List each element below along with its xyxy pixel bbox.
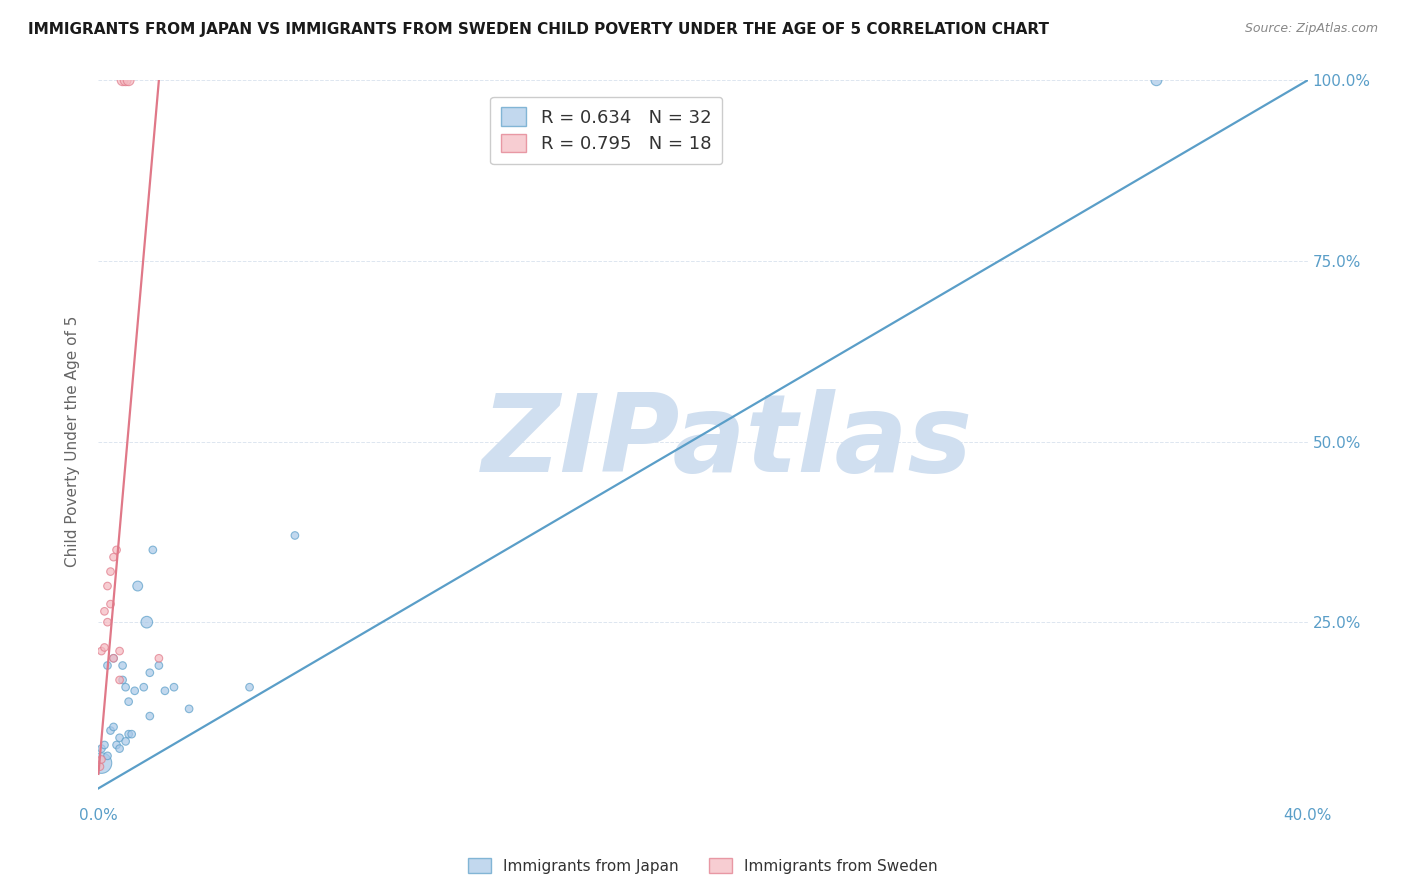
Point bbox=[90, 644, 112, 658]
Point bbox=[139, 709, 162, 723]
Point bbox=[114, 680, 136, 694]
Point bbox=[108, 741, 131, 756]
Point bbox=[111, 673, 134, 687]
Point bbox=[90, 752, 112, 766]
Point bbox=[90, 756, 112, 770]
Point bbox=[103, 651, 125, 665]
Point bbox=[114, 73, 136, 87]
Text: Source: ZipAtlas.com: Source: ZipAtlas.com bbox=[1244, 22, 1378, 36]
Point bbox=[96, 615, 118, 630]
Point bbox=[103, 550, 125, 565]
Point bbox=[1144, 73, 1167, 87]
Point bbox=[111, 658, 134, 673]
Point bbox=[118, 73, 141, 87]
Point bbox=[105, 542, 128, 557]
Point bbox=[90, 741, 112, 756]
Point bbox=[100, 565, 122, 579]
Point bbox=[100, 723, 122, 738]
Point bbox=[239, 680, 262, 694]
Text: IMMIGRANTS FROM JAPAN VS IMMIGRANTS FROM SWEDEN CHILD POVERTY UNDER THE AGE OF 5: IMMIGRANTS FROM JAPAN VS IMMIGRANTS FROM… bbox=[28, 22, 1049, 37]
Y-axis label: Child Poverty Under the Age of 5: Child Poverty Under the Age of 5 bbox=[65, 316, 80, 567]
Point bbox=[93, 604, 115, 618]
Point bbox=[124, 683, 146, 698]
Point bbox=[89, 760, 111, 774]
Point bbox=[179, 702, 201, 716]
Point bbox=[93, 640, 115, 655]
Point bbox=[118, 695, 141, 709]
Point bbox=[135, 615, 157, 630]
Legend: R = 0.634   N = 32, R = 0.795   N = 18: R = 0.634 N = 32, R = 0.795 N = 18 bbox=[491, 96, 723, 164]
Point bbox=[114, 734, 136, 748]
Point bbox=[103, 651, 125, 665]
Point bbox=[108, 673, 131, 687]
Point bbox=[100, 597, 122, 611]
Point bbox=[96, 748, 118, 763]
Point bbox=[108, 644, 131, 658]
Point bbox=[127, 579, 149, 593]
Point bbox=[93, 738, 115, 752]
Legend: Immigrants from Japan, Immigrants from Sweden: Immigrants from Japan, Immigrants from S… bbox=[461, 852, 945, 880]
Point bbox=[284, 528, 307, 542]
Point bbox=[148, 658, 170, 673]
Point bbox=[121, 727, 143, 741]
Point bbox=[96, 658, 118, 673]
Point bbox=[139, 665, 162, 680]
Point bbox=[103, 720, 125, 734]
Point bbox=[111, 73, 134, 87]
Point bbox=[163, 680, 186, 694]
Point bbox=[105, 738, 128, 752]
Point bbox=[142, 542, 165, 557]
Point bbox=[132, 680, 155, 694]
Point bbox=[108, 731, 131, 745]
Point bbox=[148, 651, 170, 665]
Point bbox=[153, 683, 176, 698]
Point bbox=[96, 579, 118, 593]
Text: ZIPatlas: ZIPatlas bbox=[482, 389, 973, 494]
Point bbox=[118, 727, 141, 741]
